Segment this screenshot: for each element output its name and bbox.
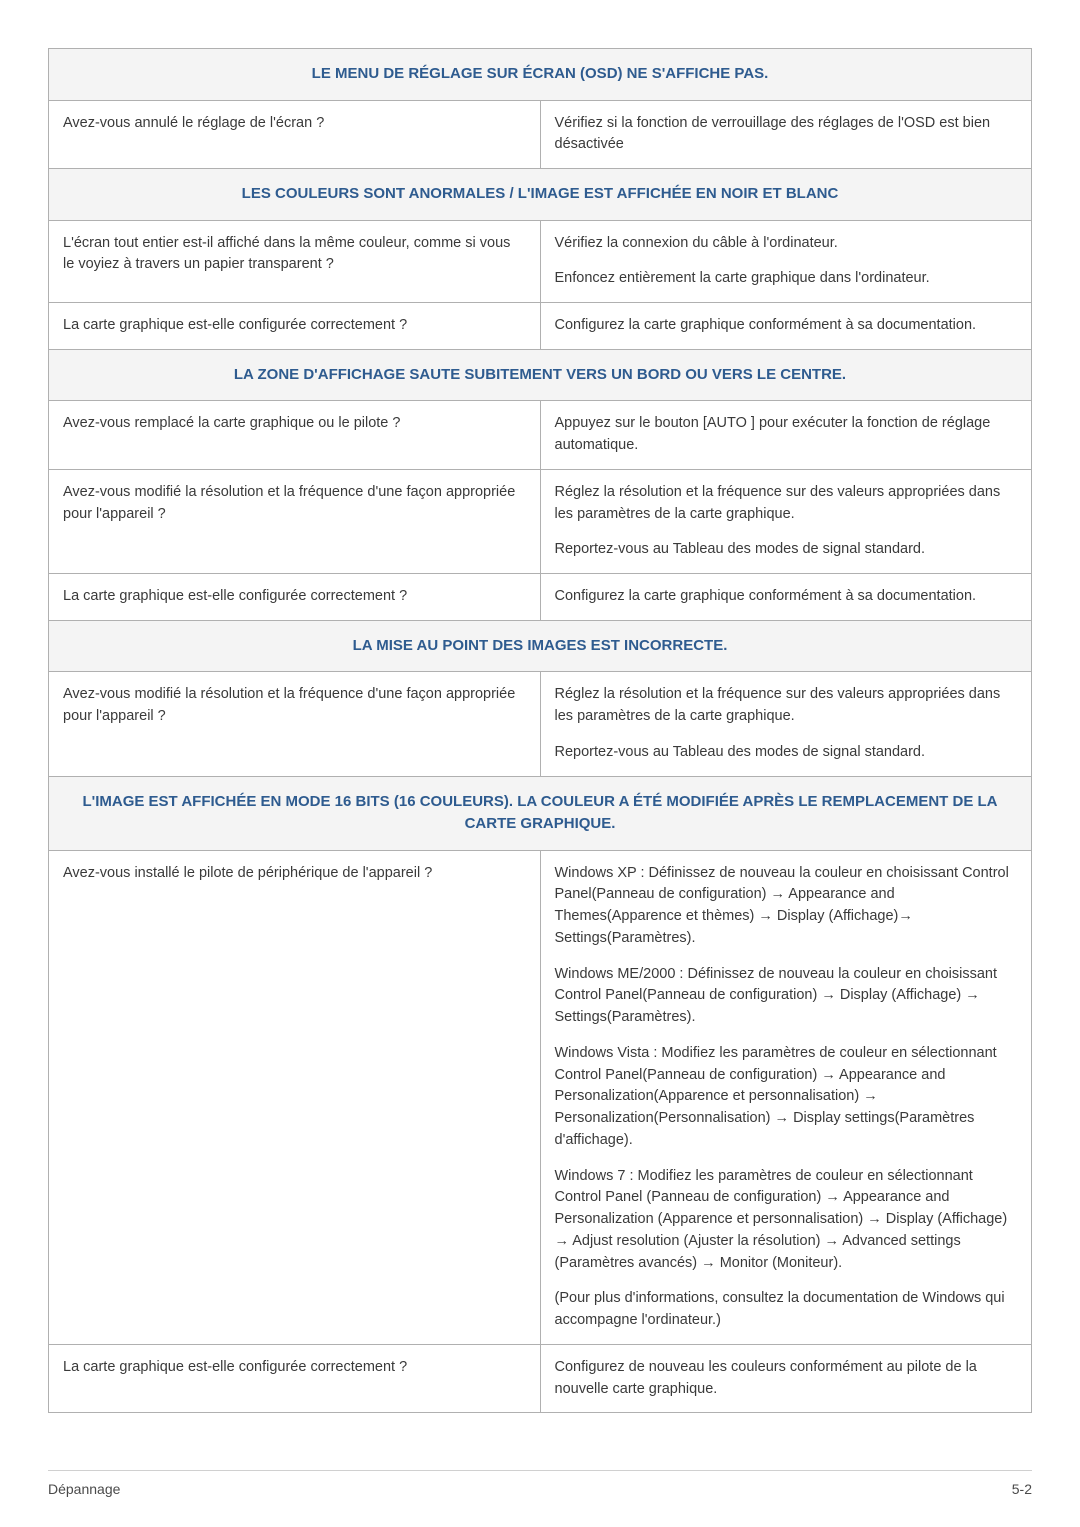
answer-text: (Pour plus d'informations, consultez la …: [555, 1288, 1018, 1332]
answer-cell: Réglez la résolution et la fréquence sur…: [540, 469, 1032, 573]
question-text: L'écran tout entier est-il affiché dans …: [63, 233, 526, 277]
question-text: La carte graphique est-elle configurée c…: [63, 315, 526, 337]
question-text: Avez-vous modifié la résolution et la fr…: [63, 482, 526, 526]
footer-right: 5-2: [1012, 1481, 1032, 1497]
question-cell: La carte graphique est-elle configurée c…: [49, 574, 541, 621]
answer-cell: Réglez la résolution et la fréquence sur…: [540, 672, 1032, 776]
answer-text: Configurez la carte graphique conforméme…: [555, 586, 1018, 608]
question-cell: Avez-vous installé le pilote de périphér…: [49, 850, 541, 1344]
question-text: La carte graphique est-elle configurée c…: [63, 586, 526, 608]
question-cell: L'écran tout entier est-il affiché dans …: [49, 220, 541, 303]
answer-cell: Windows XP : Définissez de nouveau la co…: [540, 850, 1032, 1344]
answer-text: Reportez-vous au Tableau des modes de si…: [555, 539, 1018, 561]
answer-text: Configurez la carte graphique conforméme…: [555, 315, 1018, 337]
section-header: L'IMAGE EST AFFICHÉE EN MODE 16 BITS (16…: [49, 776, 1032, 850]
answer-text: Réglez la résolution et la fréquence sur…: [555, 482, 1018, 526]
answer-cell: Vérifiez la connexion du câble à l'ordin…: [540, 220, 1032, 303]
troubleshooting-table: LE MENU DE RÉGLAGE SUR ÉCRAN (OSD) NE S'…: [48, 48, 1032, 1413]
section-header: LA MISE AU POINT DES IMAGES EST INCORREC…: [49, 620, 1032, 672]
question-cell: Avez-vous annulé le réglage de l'écran ?: [49, 100, 541, 169]
answer-text: Reportez-vous au Tableau des modes de si…: [555, 742, 1018, 764]
question-cell: Avez-vous modifié la résolution et la fr…: [49, 672, 541, 776]
answer-text: Windows 7 : Modifiez les paramètres de c…: [555, 1166, 1018, 1275]
answer-cell: Appuyez sur le bouton [AUTO ] pour exécu…: [540, 401, 1032, 470]
question-cell: La carte graphique est-elle configurée c…: [49, 303, 541, 350]
answer-text: Configurez de nouveau les couleurs confo…: [555, 1357, 1018, 1401]
question-text: Avez-vous installé le pilote de périphér…: [63, 863, 526, 885]
answer-cell: Configurez de nouveau les couleurs confo…: [540, 1344, 1032, 1413]
answer-text: Vérifiez la connexion du câble à l'ordin…: [555, 233, 1018, 255]
section-header: LE MENU DE RÉGLAGE SUR ÉCRAN (OSD) NE S'…: [49, 49, 1032, 101]
answer-cell: Vérifiez si la fonction de verrouillage …: [540, 100, 1032, 169]
answer-cell: Configurez la carte graphique conforméme…: [540, 303, 1032, 350]
page-footer: Dépannage 5-2: [48, 1470, 1032, 1497]
answer-text: Appuyez sur le bouton [AUTO ] pour exécu…: [555, 413, 1018, 457]
question-text: Avez-vous remplacé la carte graphique ou…: [63, 413, 526, 435]
answer-text: Windows Vista : Modifiez les paramètres …: [555, 1043, 1018, 1152]
answer-text: Vérifiez si la fonction de verrouillage …: [555, 113, 1018, 157]
answer-text: Enfoncez entièrement la carte graphique …: [555, 268, 1018, 290]
question-text: Avez-vous modifié la résolution et la fr…: [63, 684, 526, 728]
question-text: La carte graphique est-elle configurée c…: [63, 1357, 526, 1379]
question-cell: Avez-vous modifié la résolution et la fr…: [49, 469, 541, 573]
answer-text: Windows ME/2000 : Définissez de nouveau …: [555, 964, 1018, 1029]
section-header: LES COULEURS SONT ANORMALES / L'IMAGE ES…: [49, 169, 1032, 221]
answer-text: Réglez la résolution et la fréquence sur…: [555, 684, 1018, 728]
answer-cell: Configurez la carte graphique conforméme…: [540, 574, 1032, 621]
question-cell: La carte graphique est-elle configurée c…: [49, 1344, 541, 1413]
question-cell: Avez-vous remplacé la carte graphique ou…: [49, 401, 541, 470]
footer-left: Dépannage: [48, 1481, 120, 1497]
answer-text: Windows XP : Définissez de nouveau la co…: [555, 863, 1018, 950]
question-text: Avez-vous annulé le réglage de l'écran ?: [63, 113, 526, 135]
section-header: LA ZONE D'AFFICHAGE SAUTE SUBITEMENT VER…: [49, 349, 1032, 401]
